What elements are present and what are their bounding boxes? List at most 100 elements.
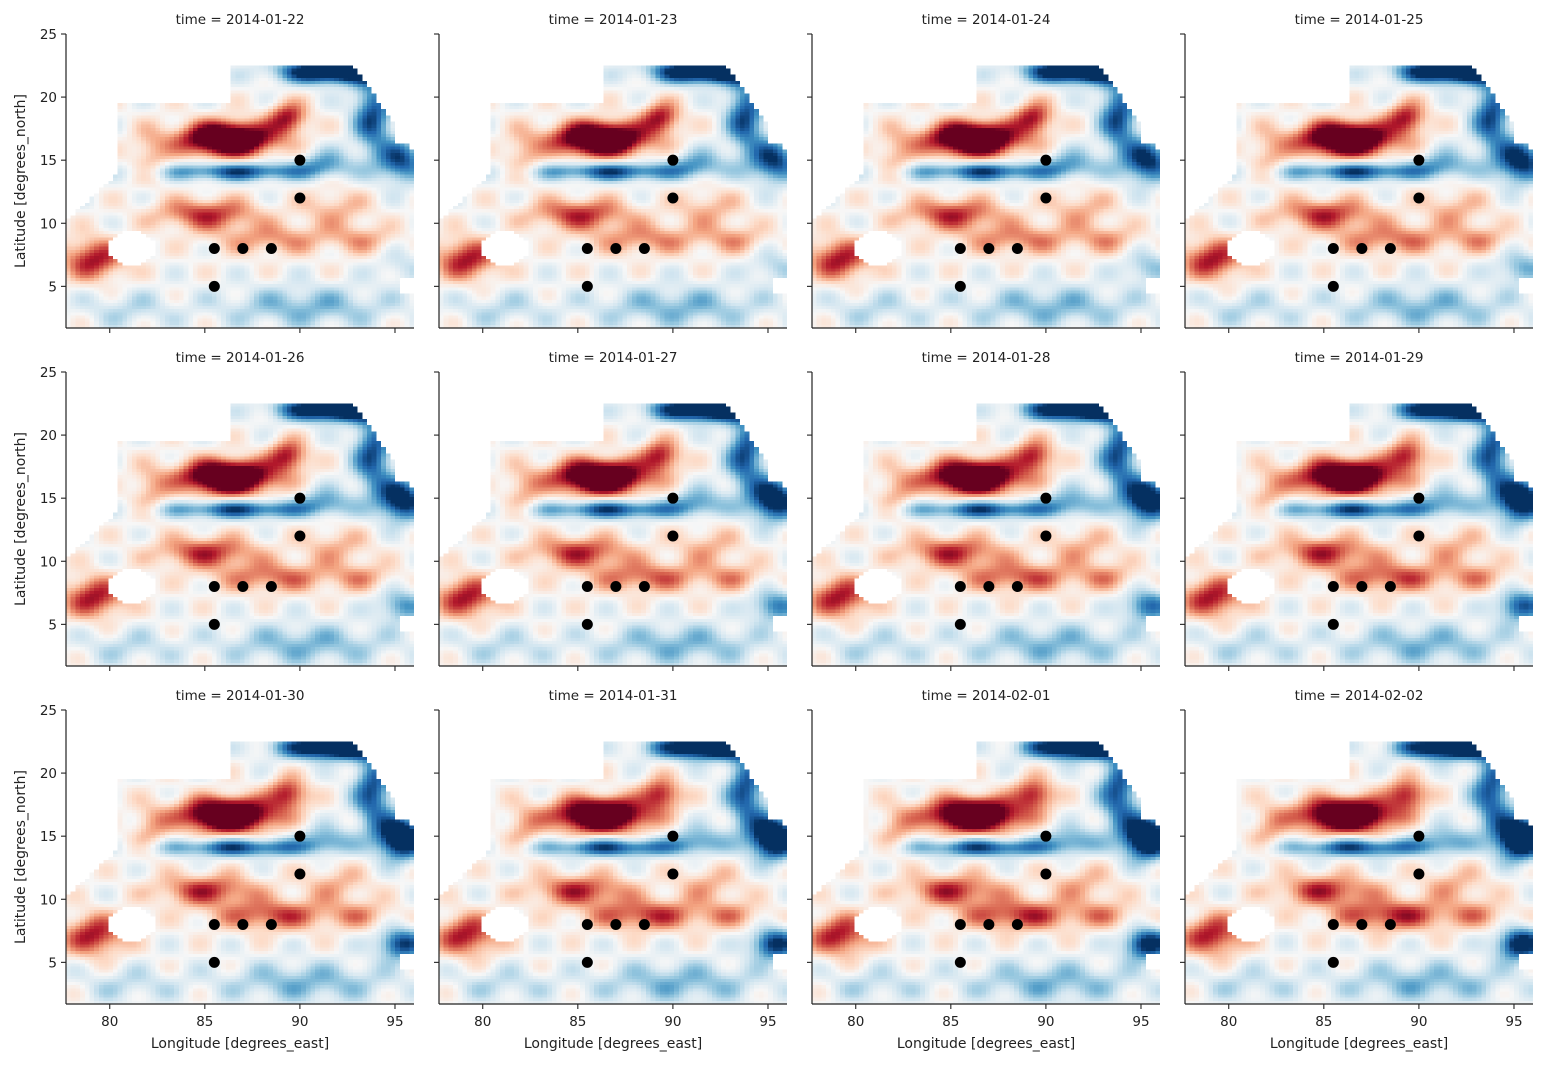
x-tick-label: 95 <box>386 1014 403 1030</box>
x-tick-label: 90 <box>291 1014 308 1030</box>
x-axis-label: Longitude [degrees_east] <box>897 1036 1075 1052</box>
scatter-point <box>294 154 306 166</box>
heatmap-raster <box>812 710 1160 1004</box>
facet-panel: time = 2014-01-27 <box>434 350 787 671</box>
panel-title: time = 2014-01-31 <box>549 688 678 704</box>
scatter-point <box>208 581 220 593</box>
heatmap-raster <box>66 372 414 666</box>
scatter-point <box>667 868 679 880</box>
scatter-point <box>1413 492 1425 504</box>
scatter-point <box>1327 618 1339 630</box>
scatter-point <box>667 192 679 204</box>
scatter-point <box>983 919 995 931</box>
scatter-point <box>294 830 306 842</box>
facet-panel: 80 85 90 95 time = 2014-01-31 Longitude [degr… <box>434 688 787 1052</box>
scatter-point <box>1384 919 1396 931</box>
panel-title: time = 2014-01-23 <box>549 12 678 28</box>
scatter-point <box>581 618 593 630</box>
scatter-point <box>237 243 249 255</box>
scatter-point <box>1384 581 1396 593</box>
scatter-point <box>667 492 679 504</box>
scatter-point <box>581 581 593 593</box>
scatter-point <box>1356 919 1368 931</box>
panel-title: time = 2014-01-28 <box>922 350 1051 366</box>
panel-title: time = 2014-02-01 <box>922 688 1051 704</box>
scatter-point <box>265 243 277 255</box>
scatter-point <box>1413 868 1425 880</box>
scatter-point <box>954 956 966 968</box>
facet-panel: time = 2014-01-23 <box>434 12 787 333</box>
x-axis-label: Longitude [degrees_east] <box>1270 1036 1448 1052</box>
x-tick-label: 90 <box>1410 1014 1427 1030</box>
y-tick-label: 10 <box>40 892 57 908</box>
scatter-point <box>1327 956 1339 968</box>
heatmap-raster <box>439 372 787 666</box>
heatmap-raster <box>1185 710 1533 1004</box>
facet-panel: time = 2014-01-25 <box>1180 12 1533 333</box>
scatter-point <box>954 618 966 630</box>
panel-title: time = 2014-01-30 <box>176 688 305 704</box>
x-axis-label: Longitude [degrees_east] <box>524 1036 702 1052</box>
scatter-point <box>983 243 995 255</box>
heatmap-raster <box>439 34 787 328</box>
y-tick-label: 15 <box>40 153 57 169</box>
scatter-point <box>610 581 622 593</box>
facet-panels: 5 10 15 20 25 time = 2014-01-22 Latitude [degr… <box>13 12 1533 1052</box>
scatter-point <box>667 830 679 842</box>
scatter-point <box>294 868 306 880</box>
facet-panel: 80 85 90 95 time = 2014-02-02 Longitude [degr… <box>1180 688 1533 1052</box>
heatmap-raster <box>66 710 414 1004</box>
panel-title: time = 2014-01-25 <box>1295 12 1424 28</box>
scatter-point <box>638 919 650 931</box>
scatter-point <box>667 530 679 542</box>
facet-panel: 5 10 15 20 25 time = 2014-01-26 Latitude [degr… <box>13 350 414 671</box>
heatmap-raster <box>439 710 787 1004</box>
x-tick-label: 95 <box>1505 1014 1522 1030</box>
scatter-point <box>208 956 220 968</box>
scatter-point <box>208 280 220 292</box>
scatter-point <box>1040 868 1052 880</box>
heatmap-raster <box>812 34 1160 328</box>
scatter-point <box>581 956 593 968</box>
scatter-point <box>294 192 306 204</box>
scatter-point <box>581 243 593 255</box>
scatter-point <box>294 530 306 542</box>
heatmap-raster <box>1185 34 1533 328</box>
x-tick-label: 80 <box>847 1014 864 1030</box>
scatter-point <box>1327 243 1339 255</box>
x-tick-label: 90 <box>664 1014 681 1030</box>
scatter-point <box>294 492 306 504</box>
panel-title: time = 2014-01-22 <box>176 12 305 28</box>
x-tick-label: 80 <box>101 1014 118 1030</box>
scatter-point <box>954 243 966 255</box>
y-axis-label: Latitude [degrees_north] <box>13 770 29 944</box>
x-axis-label: Longitude [degrees_east] <box>151 1036 329 1052</box>
y-tick-label: 20 <box>40 428 57 444</box>
y-tick-label: 5 <box>48 955 57 971</box>
facet-panel: 5 10 15 20 25 80 85 90 95 time = 2014-01-30 Longit… <box>13 688 414 1052</box>
scatter-point <box>208 618 220 630</box>
scatter-point <box>1413 830 1425 842</box>
x-tick-label: 95 <box>1132 1014 1149 1030</box>
scatter-point <box>581 280 593 292</box>
panel-title: time = 2014-02-02 <box>1295 688 1424 704</box>
scatter-point <box>1327 919 1339 931</box>
scatter-point <box>237 581 249 593</box>
y-tick-label: 20 <box>40 766 57 782</box>
scatter-point <box>1356 243 1368 255</box>
x-tick-label: 85 <box>569 1014 586 1030</box>
y-tick-label: 10 <box>40 554 57 570</box>
heatmap-raster <box>66 34 414 328</box>
scatter-point <box>237 919 249 931</box>
y-axis-label: Latitude [degrees_north] <box>13 94 29 268</box>
scatter-point <box>1040 154 1052 166</box>
x-tick-label: 80 <box>474 1014 491 1030</box>
scatter-point <box>1040 530 1052 542</box>
scatter-point <box>1040 492 1052 504</box>
heatmap-raster <box>812 372 1160 666</box>
scatter-point <box>1413 192 1425 204</box>
x-tick-label: 95 <box>759 1014 776 1030</box>
scatter-point <box>1011 919 1023 931</box>
y-tick-label: 15 <box>40 829 57 845</box>
heatmap-raster <box>1185 372 1533 666</box>
